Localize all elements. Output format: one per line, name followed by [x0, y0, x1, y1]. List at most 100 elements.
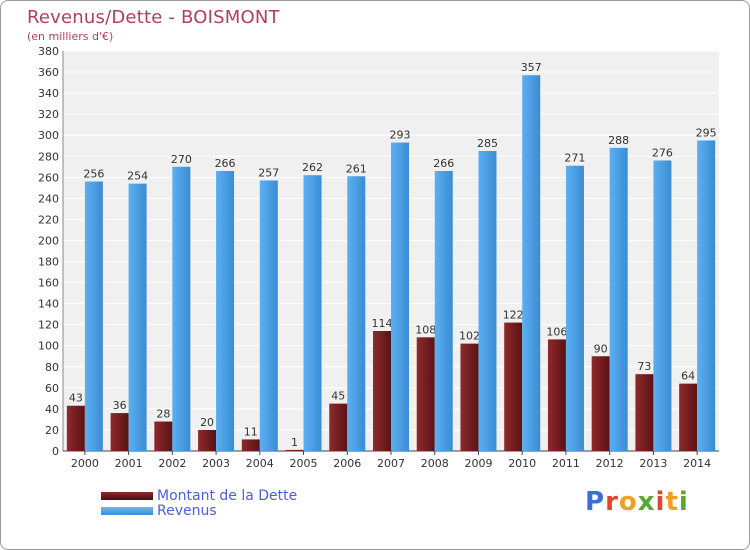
bar-revenus: [303, 175, 322, 452]
data-label-dette: 20: [200, 416, 214, 429]
x-tick-label: 2012: [596, 457, 624, 470]
x-tick-label: 2010: [508, 457, 536, 470]
data-label-revenus: 276: [652, 146, 673, 159]
y-tick-label: 240: [38, 192, 59, 205]
bar-dette: [504, 322, 523, 451]
bar-dette: [285, 449, 304, 451]
y-tick-label: 280: [38, 150, 59, 163]
data-label-dette: 11: [244, 425, 258, 438]
x-tick-label: 2005: [290, 457, 318, 470]
y-tick-label: 0: [52, 445, 59, 458]
data-label-revenus: 262: [302, 161, 323, 174]
logo-letter: P: [585, 487, 606, 517]
bar-dette: [591, 356, 610, 451]
x-tick-label: 2013: [639, 457, 667, 470]
y-tick-label: 180: [38, 256, 59, 269]
bar-revenus: [259, 180, 278, 451]
y-tick-label: 80: [45, 361, 59, 374]
y-tick-label: 380: [38, 45, 59, 58]
data-label-dette: 43: [69, 392, 83, 405]
data-label-dette: 73: [637, 360, 651, 373]
y-tick-label: 320: [38, 108, 59, 121]
legend-swatch-dette: [101, 491, 153, 500]
x-tick-label: 2003: [202, 457, 230, 470]
bar-revenus: [522, 75, 541, 452]
data-label-revenus: 261: [346, 162, 367, 175]
legend-item-revenus: Revenus: [101, 502, 297, 519]
y-tick-label: 260: [38, 171, 59, 184]
logo-letter: x: [637, 487, 656, 517]
bar-revenus: [478, 151, 497, 451]
y-tick-label: 220: [38, 213, 59, 226]
legend-label-dette: Montant de la Dette: [157, 487, 298, 504]
data-label-dette: 28: [156, 408, 170, 421]
x-tick-label: 2009: [464, 457, 492, 470]
y-tick-label: 100: [38, 340, 59, 353]
bar-revenus: [653, 160, 672, 451]
bar-dette: [329, 403, 348, 451]
data-label-revenus: 271: [564, 152, 585, 165]
bar-dette: [460, 343, 479, 451]
data-label-dette: 45: [331, 390, 345, 403]
x-tick-label: 2006: [333, 457, 361, 470]
bar-dette: [110, 413, 129, 451]
x-tick-label: 2014: [683, 457, 711, 470]
bar-revenus: [434, 171, 453, 451]
y-tick-label: 200: [38, 234, 59, 247]
x-tick-label: 2004: [246, 457, 274, 470]
y-tick-label: 160: [38, 277, 59, 290]
y-tick-label: 300: [38, 129, 59, 142]
x-tick-label: 2011: [552, 457, 580, 470]
legend-label-revenus: Revenus: [157, 502, 217, 519]
x-tick-label: 2008: [421, 457, 449, 470]
logo-letter: t: [665, 487, 679, 517]
data-label-dette: 108: [415, 323, 436, 336]
data-label-revenus: 285: [477, 137, 498, 150]
y-tick-label: 120: [38, 319, 59, 332]
data-label-dette: 114: [372, 317, 393, 330]
data-label-dette: 1: [291, 436, 298, 449]
data-label-revenus: 266: [433, 157, 454, 170]
legend-swatch-revenus: [101, 506, 153, 515]
y-tick-label: 20: [45, 424, 59, 437]
y-tick-label: 40: [45, 403, 59, 416]
data-label-dette: 106: [546, 325, 567, 338]
bar-revenus: [216, 171, 235, 451]
x-tick-label: 2002: [158, 457, 186, 470]
bar-revenus: [391, 142, 409, 451]
bar-revenus: [84, 181, 103, 452]
data-label-revenus: 270: [171, 153, 192, 166]
bar-dette: [198, 429, 217, 451]
data-label-dette: 36: [113, 399, 127, 412]
bar-revenus: [128, 183, 147, 451]
bar-dette: [679, 383, 698, 451]
data-label-revenus: 266: [215, 157, 236, 170]
y-tick-label: 140: [38, 298, 59, 311]
bar-dette: [635, 374, 654, 451]
data-label-dette: 64: [681, 370, 695, 383]
bar-dette: [373, 331, 391, 451]
data-label-revenus: 293: [390, 129, 411, 142]
bar-revenus: [565, 165, 584, 451]
y-tick-label: 60: [45, 382, 59, 395]
chart-title: Revenus/Dette - BOISMONT: [27, 7, 280, 28]
bar-dette: [547, 339, 566, 451]
bar-dette: [241, 439, 260, 451]
logo-letter: r: [605, 487, 619, 517]
y-tick-label: 360: [38, 66, 59, 79]
x-tick-label: 2001: [115, 457, 143, 470]
bar-dette: [154, 421, 173, 451]
bar-revenus: [697, 140, 716, 451]
proxiti-logo: Proxiti: [585, 487, 689, 517]
data-label-dette: 122: [503, 309, 524, 322]
bar-revenus: [172, 166, 191, 451]
data-label-revenus: 257: [258, 166, 279, 179]
chart-subtitle: (en milliers d'€): [27, 30, 114, 43]
bar-revenus: [609, 147, 628, 451]
data-label-revenus: 288: [608, 134, 629, 147]
data-label-revenus: 295: [696, 126, 717, 139]
legend-item-dette: Montant de la Dette: [101, 487, 298, 504]
data-label-dette: 102: [459, 330, 480, 343]
